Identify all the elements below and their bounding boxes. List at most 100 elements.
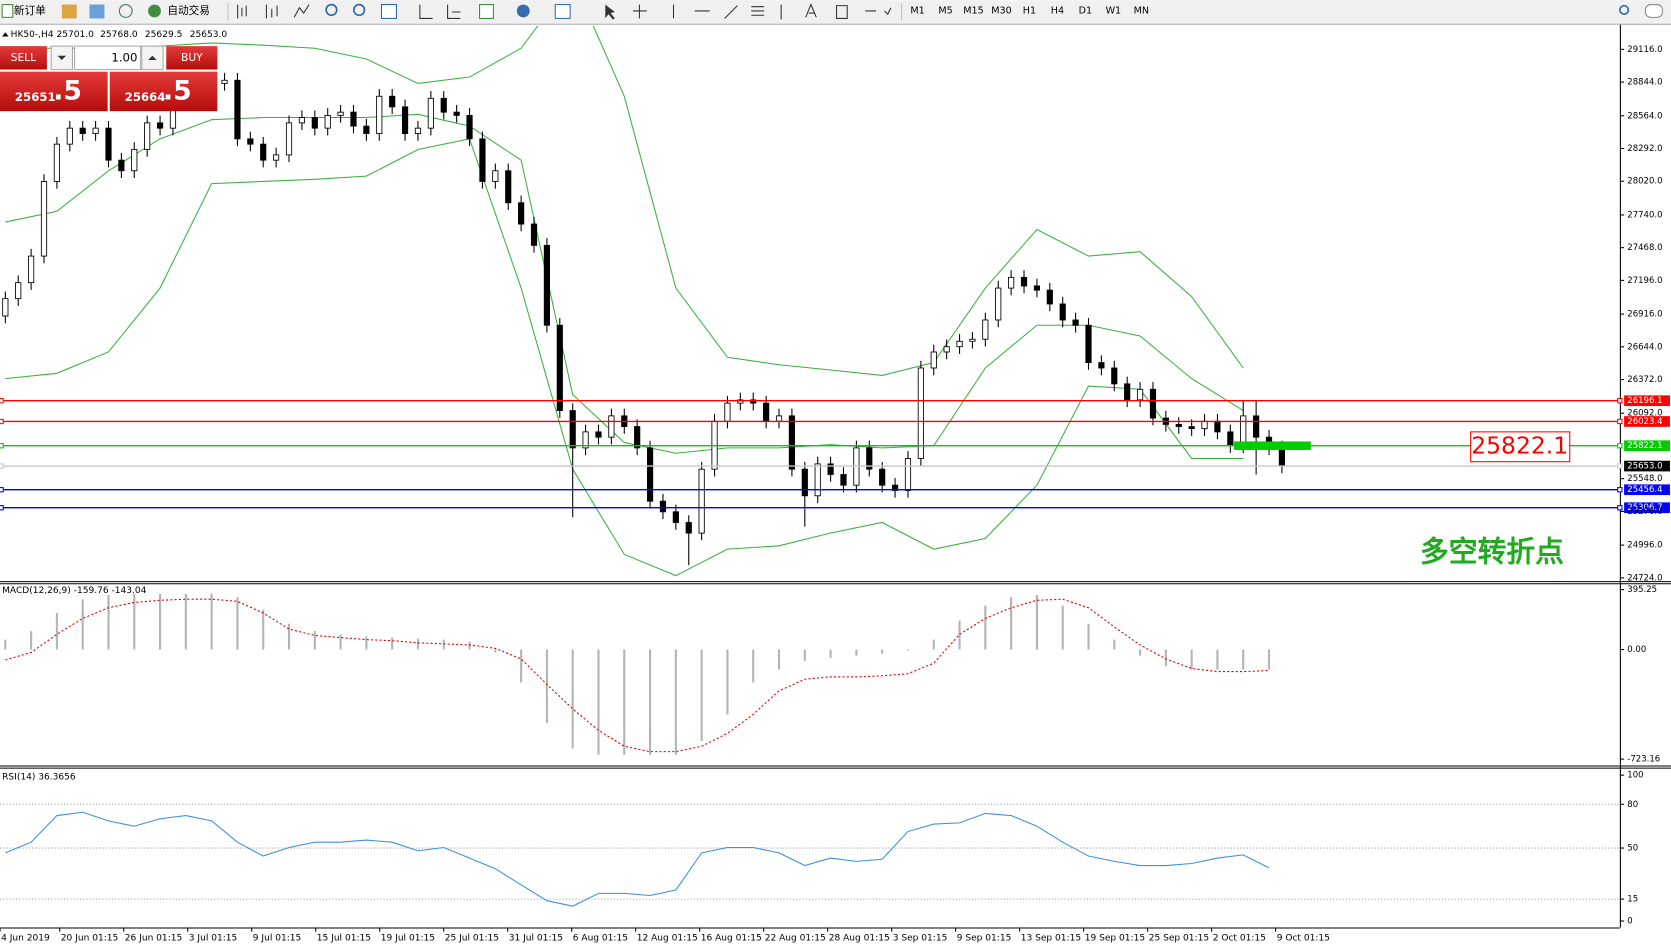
timeframe-button[interactable]: W1	[1106, 5, 1122, 16]
candle-body	[479, 138, 486, 182]
candle-body	[156, 122, 164, 129]
annotation: 多空转折点	[1420, 534, 1564, 568]
indicators-icon[interactable]	[479, 4, 494, 19]
y-tick-label: 28564.0	[1627, 111, 1662, 121]
timeframe-button[interactable]: H1	[1023, 5, 1036, 16]
candle-body	[1214, 420, 1221, 433]
buy-price-fraction[interactable]: .5	[163, 75, 192, 106]
candle-body	[672, 511, 679, 523]
chart-type-icons[interactable]	[237, 4, 310, 19]
tool-icon[interactable]	[61, 4, 77, 19]
zoom-out-icon[interactable]	[353, 3, 366, 17]
new-order-icon[interactable]	[1, 4, 14, 18]
candle-body	[1046, 289, 1053, 305]
tool-icon[interactable]	[89, 4, 105, 19]
x-tick-label: 31 Jul 01:15	[509, 934, 563, 944]
zoom-in-icon[interactable]	[325, 3, 338, 17]
buy-label[interactable]: BUY	[181, 51, 203, 64]
x-tick-label: 25 Jul 01:15	[445, 934, 499, 944]
candle-body	[350, 111, 357, 127]
candle-body	[1098, 362, 1105, 369]
timeframe-button[interactable]: H4	[1051, 5, 1064, 16]
auto-trading-button[interactable]: 自动交易	[167, 4, 210, 17]
candle-body	[956, 340, 963, 348]
candle-body	[982, 319, 989, 340]
chat-icon[interactable]	[1644, 4, 1664, 18]
x-tick-label: 19 Sep 01:15	[1085, 934, 1145, 944]
candle-body	[131, 149, 138, 172]
x-tick-label: 6 Aug 01:15	[573, 934, 628, 944]
symbol-label: HK50-,H4	[11, 30, 54, 40]
up-arrow	[148, 55, 157, 60]
candle-body	[389, 95, 396, 108]
candle-body	[1085, 324, 1092, 364]
level-price-label: 25456.4	[1627, 485, 1662, 495]
candle-body	[66, 127, 73, 145]
buy-button[interactable]	[166, 46, 218, 70]
y-tick-label: 0.00	[1627, 645, 1646, 655]
x-tick-label: 20 Jun 01:15	[61, 934, 118, 944]
candle-body	[1240, 415, 1247, 447]
sell-label[interactable]: SELL	[11, 51, 36, 64]
header-arrow	[2, 32, 9, 37]
new-order-button[interactable]: 新订单	[14, 4, 46, 17]
candle-body	[401, 106, 409, 135]
candle-body	[453, 111, 460, 116]
level-price-box	[1624, 460, 1670, 472]
tile-icon[interactable]	[380, 4, 397, 19]
y-tick-label: -723.16	[1627, 755, 1660, 765]
down-arrow	[57, 55, 67, 60]
tool-icon[interactable]	[118, 4, 133, 18]
bollinger-lower	[5, 138, 1244, 577]
sell-button[interactable]	[0, 46, 47, 70]
buy-price[interactable]: 25664	[125, 90, 166, 104]
header-ohlc: 25629.5	[145, 30, 182, 40]
level-price-box	[1624, 440, 1670, 452]
timeframe-button[interactable]: MN	[1134, 5, 1149, 16]
x-tick-label: 16 Aug 01:15	[701, 934, 762, 944]
x-tick-label: 3 Sep 01:15	[893, 934, 948, 944]
sell-price[interactable]: 25651	[15, 90, 56, 104]
x-tick-label: 9 Oct 01:15	[1277, 934, 1330, 944]
volume-value[interactable]: 1.00	[111, 50, 137, 64]
level-handle	[0, 487, 4, 493]
candle-body	[118, 159, 125, 172]
candle-body	[543, 244, 551, 326]
auto-trading-icon[interactable]	[148, 4, 161, 18]
level-price-label: 26023.4	[1627, 417, 1662, 427]
y-tick-label: 26916.0	[1627, 310, 1662, 320]
candle-body	[763, 402, 770, 422]
candle-body	[247, 138, 254, 145]
x-tick-label: 19 Jul 01:15	[381, 934, 435, 944]
level-handle	[1617, 487, 1623, 493]
level-handle	[1617, 443, 1623, 449]
buy-price-box[interactable]	[109, 71, 218, 112]
drawing-tools[interactable]	[633, 3, 892, 20]
cursor-icon[interactable]	[605, 4, 615, 20]
toolbar: 新订单 自动交易	[0, 0, 1671, 25]
timeframe-button[interactable]: M5	[938, 5, 952, 16]
periods-icon[interactable]	[516, 4, 530, 18]
candle-body	[556, 324, 563, 412]
timeframe-button[interactable]: D1	[1079, 5, 1092, 16]
sell-price-fraction[interactable]: .5	[53, 75, 82, 106]
volume-input[interactable]	[74, 45, 142, 71]
candle-body	[234, 79, 241, 140]
pivot-callout-label: 25822.1	[1471, 431, 1568, 459]
timeframe-button[interactable]: M15	[963, 5, 983, 16]
timeframe-button[interactable]: M30	[991, 5, 1011, 16]
timeframe-button[interactable]: M1	[910, 5, 924, 16]
templates-icon[interactable]	[554, 4, 571, 19]
candle-body	[685, 522, 692, 534]
level-price-box	[1624, 484, 1670, 496]
candle-body	[1278, 447, 1286, 467]
candle-body	[1253, 415, 1260, 438]
search-icon[interactable]	[1619, 4, 1630, 15]
sell-price-box[interactable]	[0, 71, 108, 112]
candle-body	[53, 143, 60, 182]
candle-body	[1111, 367, 1118, 385]
scroll-icons[interactable]	[419, 4, 461, 19]
level-handle	[1617, 463, 1623, 469]
price-plot	[2, 25, 1286, 577]
